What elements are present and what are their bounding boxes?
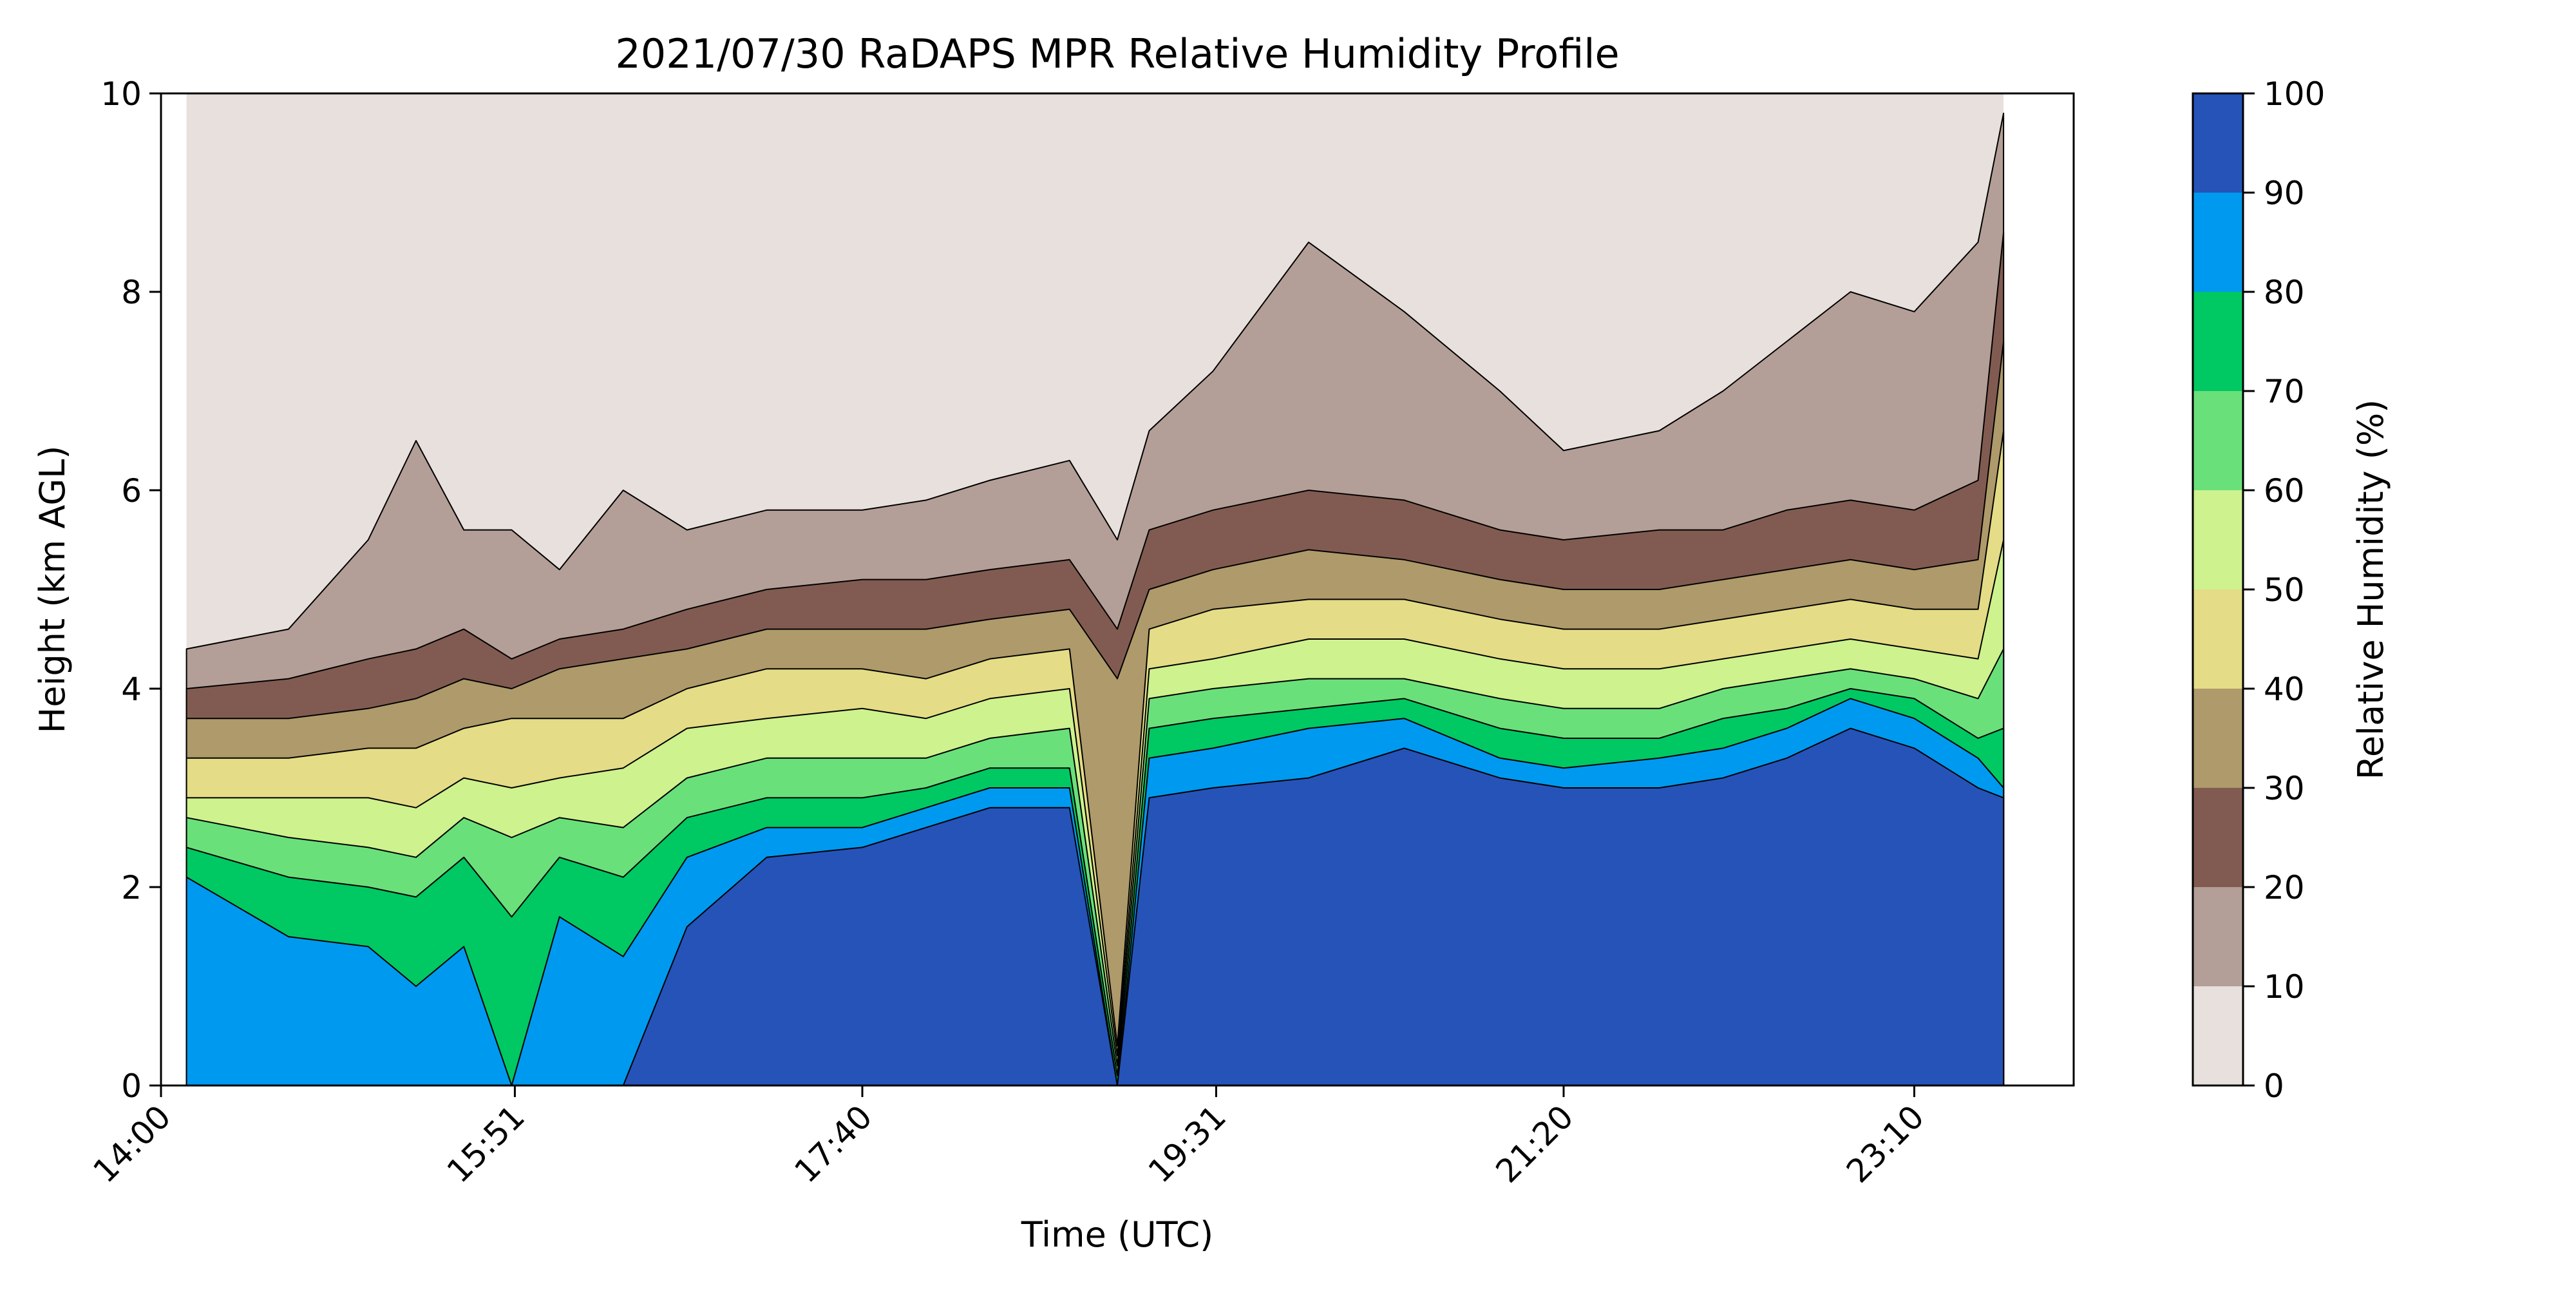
colorbar-label: Relative Humidity (%): [2351, 399, 2391, 779]
colorbar: 0 10 20 30 40 50 60 70 80 90 100: [2192, 75, 2325, 1105]
colorbar-tick-label: 50: [2264, 571, 2305, 609]
colorbar-tick-label: 20: [2264, 869, 2305, 906]
chart-title: 2021/07/30 RaDAPS MPR Relative Humidity …: [615, 30, 1619, 77]
x-tick-label: 17:40: [788, 1098, 880, 1190]
x-tick-label: 23:10: [1839, 1098, 1931, 1190]
colorbar-segment-70: [2193, 292, 2243, 391]
colorbar-segment-0: [2193, 986, 2243, 1085]
colorbar-tick-label: 90: [2264, 175, 2305, 212]
plot-area: [185, 93, 2005, 1086]
colorbar-tick-label: 100: [2264, 75, 2325, 113]
colorbar-tick-label: 80: [2264, 274, 2305, 311]
y-tick-label: 2: [121, 869, 142, 906]
y-tick-label: 6: [121, 472, 142, 510]
colorbar-segment-90: [2193, 93, 2243, 193]
x-axis: 14:00 15:51 17:40 19:31 21:20 23:10: [86, 1085, 1931, 1190]
colorbar-segment-80: [2193, 193, 2243, 292]
colorbar-tick-label: 40: [2264, 671, 2305, 708]
colorbar-tick-label: 30: [2264, 770, 2305, 807]
plot-frame: [160, 92, 2075, 1087]
x-axis-label: Time (UTC): [1021, 1214, 1214, 1255]
x-tick-label: 15:51: [440, 1098, 532, 1190]
colorbar-tick-label: 70: [2264, 373, 2305, 410]
colorbar-segment-20: [2193, 788, 2243, 887]
y-tick-label: 8: [121, 274, 142, 311]
y-tick-label: 0: [121, 1067, 142, 1105]
colorbar-tick-label: 0: [2264, 1067, 2284, 1105]
x-tick-label: 14:00: [86, 1098, 178, 1190]
colorbar-segment-50: [2193, 490, 2243, 589]
x-tick-label: 19:31: [1141, 1098, 1233, 1190]
colorbar-segment-10: [2193, 887, 2243, 986]
y-axis-label: Height (km AGL): [32, 446, 73, 734]
y-tick-label: 10: [100, 75, 142, 113]
colorbar-tick-label: 60: [2264, 472, 2305, 510]
x-tick-label: 21:20: [1489, 1098, 1581, 1190]
colorbar-tick-label: 10: [2264, 968, 2305, 1006]
colorbar-segment-30: [2193, 689, 2243, 788]
colorbar-segment-60: [2193, 391, 2243, 490]
colorbar-segment-40: [2193, 589, 2243, 689]
y-axis: 0 2 4 6 8 10: [100, 75, 161, 1105]
y-tick-label: 4: [121, 671, 142, 708]
